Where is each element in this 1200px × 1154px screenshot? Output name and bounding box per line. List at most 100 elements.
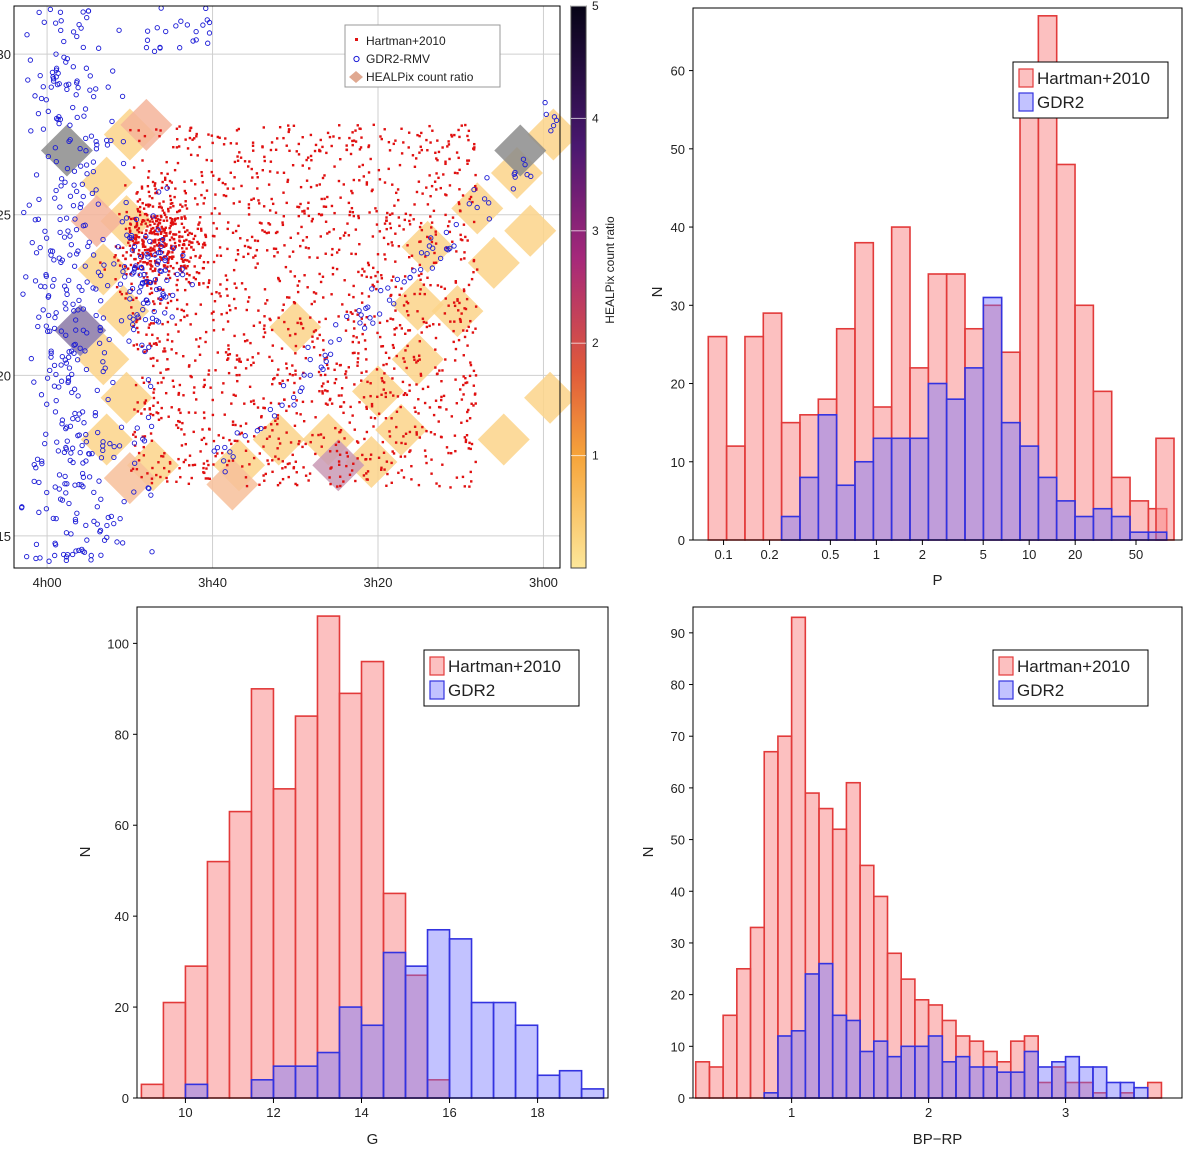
sky-hartman-point-750 [410, 478, 413, 481]
sky-hartman-point-1789 [151, 333, 154, 337]
sky-hartman-point-874 [134, 435, 137, 439]
sky-hartman-point-1721 [340, 387, 344, 390]
sky-hartman-point-1763 [398, 324, 402, 327]
sky-gdr2-point-324 [62, 357, 68, 363]
sky-hartman-point-434 [337, 460, 341, 463]
sky-hartman-point-1327 [172, 222, 176, 225]
sky-hartman-point-1491 [178, 408, 181, 411]
sky-hartman-point-88 [148, 231, 151, 235]
sky-gdr2-point-540 [327, 351, 334, 357]
sky-hartman-point-671 [191, 241, 194, 244]
sky-hartman-point-324 [147, 190, 151, 194]
sky-hartman-point-14 [161, 227, 164, 230]
sky-gdr2-point-116 [35, 323, 41, 330]
bprp-ytick-label-2: 20 [671, 988, 685, 1003]
sky-hartman-point-1635 [179, 411, 182, 415]
sky-hartman-point-1833 [202, 282, 205, 285]
sky-gdr2-point-162 [96, 340, 103, 346]
sky-hartman-point-873 [474, 374, 478, 377]
sky-hartman-point-1276 [202, 466, 205, 470]
sky-hartman-point-573 [328, 450, 332, 453]
sky-xtick-label-1: 3h40 [198, 575, 227, 590]
sky-hartman-point-558 [289, 236, 292, 240]
sky-gdr2-point-211 [37, 245, 43, 251]
sky-hartman-point-344 [184, 204, 187, 207]
sky-healpix-tile-14 [352, 365, 404, 418]
sky-hartman-point-1802 [294, 344, 298, 348]
sky-gdr2-point-533 [356, 307, 362, 314]
sky-hartman-point-1215 [431, 129, 434, 132]
sky-gdr2-point-302 [88, 133, 95, 139]
sky-hartman-point-848 [135, 467, 139, 471]
sky-hartman-point-57 [153, 182, 157, 185]
sky-hartman-point-905 [365, 370, 368, 373]
sky-hartman-point-992 [158, 340, 161, 343]
period-gdr2-bar-23 [1129, 531, 1150, 541]
sky-hartman-point-1317 [391, 183, 394, 186]
sky-hartman-point-298 [149, 246, 152, 250]
sky-hartman-point-1684 [417, 274, 421, 277]
sky-hartman-point-203 [124, 184, 127, 187]
sky-hartman-point-1867 [392, 394, 395, 397]
sky-hartman-point-1496 [405, 366, 408, 370]
sky-hartman-point-958 [338, 430, 341, 434]
sky-gdr2-point-296 [83, 522, 89, 529]
sky-gdr2-point-53 [39, 460, 45, 467]
sky-hartman-point-678 [218, 136, 221, 139]
sky-gdr2-point-329 [53, 159, 59, 165]
sky-hartman-point-1209 [413, 358, 416, 362]
sky-hartman-point-1825 [408, 219, 411, 223]
sky-hartman-point-423 [177, 330, 180, 333]
gmag-legend-swatch-1 [429, 680, 445, 700]
sky-hartman-point-850 [385, 216, 388, 219]
sky-hartman-point-902 [283, 398, 286, 401]
sky-hartman-point-1694 [422, 320, 426, 324]
sky-hartman-point-486 [171, 379, 175, 382]
sky-gdr2-point-574 [177, 45, 183, 51]
sky-hartman-point-1168 [285, 367, 289, 370]
sky-hartman-point-1127 [329, 482, 332, 486]
sky-hartman-point-712 [250, 167, 253, 171]
sky-hartman-point-743 [462, 223, 466, 226]
sky-hartman-point-543 [339, 158, 342, 161]
sky-hartman-point-1576 [324, 373, 327, 377]
sky-hartman-point-352 [172, 255, 175, 258]
sky-hartman-point-778 [298, 440, 301, 443]
sky-hartman-point-1509 [223, 413, 226, 416]
sky-hartman-point-1130 [217, 434, 220, 437]
sky-hartman-point-394 [153, 302, 156, 306]
sky-hartman-point-407 [350, 469, 354, 472]
sky-hartman-point-688 [281, 460, 284, 463]
sky-hartman-point-1639 [224, 137, 227, 140]
sky-hartman-point-709 [256, 406, 260, 409]
sky-gdr2-point-456 [121, 499, 127, 505]
sky-hartman-point-70 [148, 203, 152, 207]
sky-hartman-point-1612 [205, 189, 209, 192]
sky-hartman-point-164 [137, 227, 141, 230]
sky-gdr2-point-163 [75, 307, 81, 313]
sky-hartman-point-855 [333, 381, 336, 385]
sky-hartman-point-837 [356, 364, 359, 367]
sky-gdr2-point-66 [72, 516, 79, 523]
sky-hartman-point-61 [137, 273, 140, 277]
sky-gdr2-point-570 [163, 28, 169, 35]
bprp-gdr2-bar-10 [831, 1014, 848, 1099]
sky-gdr2-point-106 [64, 438, 70, 444]
sky-gdr2-point-193 [52, 145, 58, 151]
sky-hartman-point-954 [168, 293, 171, 296]
sky-hartman-point-665 [423, 401, 427, 405]
sky-hartman-point-618 [172, 266, 175, 270]
sky-hartman-point-1416 [192, 248, 195, 251]
sky-hartman-point-1163 [252, 324, 256, 328]
sky-gdr2-point-475 [94, 504, 100, 510]
sky-hartman-point-1871 [397, 216, 401, 219]
sky-gdr2-point-167 [48, 348, 54, 354]
sky-hartman-point-443 [152, 356, 155, 360]
sky-hartman-point-1422 [240, 282, 244, 285]
sky-hartman-point-1254 [306, 156, 310, 159]
gmag-hartman-bar-4 [228, 810, 253, 1099]
sky-gdr2-point-183 [44, 375, 51, 381]
period-gdr2-bar-4 [780, 515, 801, 541]
sky-hartman-point-1808 [394, 139, 397, 142]
sky-hartman-point-1661 [429, 431, 433, 434]
